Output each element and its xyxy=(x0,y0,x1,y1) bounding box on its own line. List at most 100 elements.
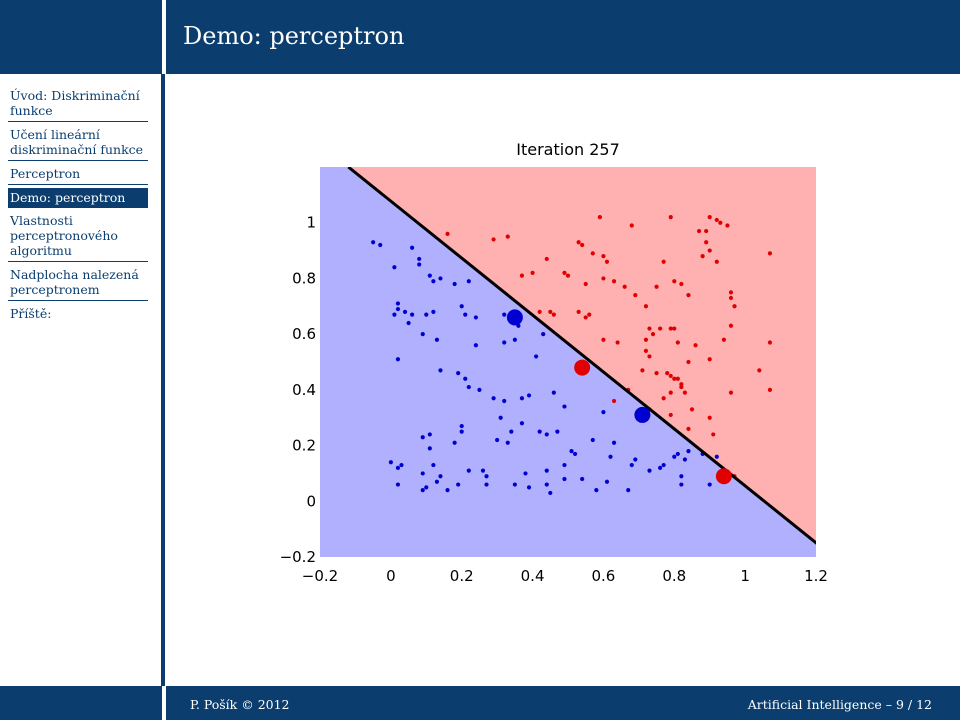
blue-point xyxy=(395,306,401,312)
sidebar-item-4[interactable]: Demo: perceptron xyxy=(8,188,148,208)
blue-point xyxy=(541,332,546,337)
blue-point xyxy=(707,482,712,487)
blue-point xyxy=(438,474,443,479)
sidebar-item-7[interactable]: Příště: xyxy=(10,306,52,321)
sidebar-item-1[interactable]: Úvod: Diskriminační funkce xyxy=(8,86,148,122)
blue-point xyxy=(459,423,464,429)
blue-point xyxy=(388,460,393,465)
blue-point xyxy=(626,488,631,493)
red-point xyxy=(530,270,535,275)
red-point xyxy=(565,273,571,278)
blue-point xyxy=(477,387,482,392)
blue-point xyxy=(417,262,422,267)
red-point xyxy=(551,312,556,317)
blue-point xyxy=(672,454,677,459)
blue-point xyxy=(590,437,595,443)
sidebar-divider xyxy=(161,74,165,686)
blue-point xyxy=(431,309,436,314)
red-point xyxy=(721,337,726,342)
blue-point xyxy=(420,488,425,493)
blue-point xyxy=(395,301,401,306)
x-tick-label: 0.4 xyxy=(521,567,545,585)
red-point xyxy=(643,337,649,342)
decision-boundary-line xyxy=(347,167,816,545)
red-point xyxy=(576,240,581,245)
red-point xyxy=(643,348,649,353)
blue-point xyxy=(420,332,425,337)
blue-point xyxy=(629,462,634,468)
highlighted-red-point xyxy=(715,468,732,485)
blue-point xyxy=(395,357,401,362)
red-point xyxy=(611,279,617,284)
blue-point xyxy=(537,429,542,434)
blue-point xyxy=(410,245,415,250)
red-point xyxy=(672,279,677,284)
red-point xyxy=(668,390,673,395)
red-point xyxy=(686,426,691,431)
red-point xyxy=(689,407,695,412)
red-point xyxy=(693,343,698,348)
red-point xyxy=(601,254,606,259)
highlighted-blue-point xyxy=(506,309,523,326)
red-point xyxy=(767,387,773,392)
blue-point xyxy=(519,396,525,401)
blue-point xyxy=(399,462,404,468)
blue-point xyxy=(544,432,549,437)
blue-point xyxy=(495,437,500,443)
red-point xyxy=(629,223,634,228)
red-point xyxy=(718,220,723,225)
blue-point xyxy=(580,476,585,482)
red-point xyxy=(704,228,709,234)
blue-point xyxy=(502,398,507,404)
red-point xyxy=(686,359,691,365)
blue-point xyxy=(604,479,610,484)
red-point xyxy=(601,276,606,281)
blue-point xyxy=(569,449,574,454)
blue-point xyxy=(601,410,606,415)
y-tick-label: −0.2 xyxy=(280,548,316,566)
red-point xyxy=(732,304,737,309)
red-point xyxy=(661,396,666,401)
red-point xyxy=(576,309,581,314)
red-point xyxy=(682,390,688,395)
blue-point xyxy=(466,384,471,390)
blue-point xyxy=(658,465,663,470)
slide-title: Demo: perceptron xyxy=(183,22,405,50)
red-point xyxy=(658,326,663,331)
blue-point xyxy=(633,457,638,462)
blue-point xyxy=(378,242,383,248)
red-point xyxy=(767,251,773,256)
red-point xyxy=(597,215,602,220)
x-tick-label: 0.6 xyxy=(591,567,615,585)
red-point xyxy=(661,259,666,264)
blue-point xyxy=(498,415,503,420)
sidebar-item-6[interactable]: Nadplocha nalezená perceptronem xyxy=(8,265,148,301)
red-point xyxy=(491,237,496,242)
red-point xyxy=(714,259,719,264)
red-point xyxy=(668,412,673,418)
blue-point xyxy=(392,265,397,270)
red-point xyxy=(601,337,606,342)
blue-point xyxy=(402,309,408,314)
sidebar-item-2[interactable]: Učení lineární diskriminační funkce xyxy=(8,125,148,161)
red-point xyxy=(668,373,673,379)
sidebar-item-5[interactable]: Vlastnosti perceptronového algoritmu xyxy=(8,211,148,262)
blue-point xyxy=(534,354,539,359)
red-point xyxy=(537,309,542,314)
y-tick-label: 0.2 xyxy=(292,437,316,455)
footer-author: P. Pošík © 2012 xyxy=(190,697,290,712)
blue-point xyxy=(473,343,478,348)
y-tick-label: 0 xyxy=(306,492,316,510)
blue-point xyxy=(544,468,549,473)
red-point xyxy=(604,259,610,264)
red-point xyxy=(728,295,734,301)
blue-point xyxy=(480,468,486,473)
blue-point xyxy=(519,421,525,426)
red-point xyxy=(665,371,670,376)
sidebar-item-3[interactable]: Perceptron xyxy=(8,164,148,185)
blue-point xyxy=(502,340,507,345)
blue-region xyxy=(320,167,816,557)
red-point xyxy=(647,354,652,359)
perceptron-scatter-chart: Iteration 257 −0.2 0 0.2 0.4 0.6 0.8 1 1.2 −0.2 0 0… xyxy=(280,140,828,585)
x-tick-label: 0 xyxy=(386,567,396,585)
